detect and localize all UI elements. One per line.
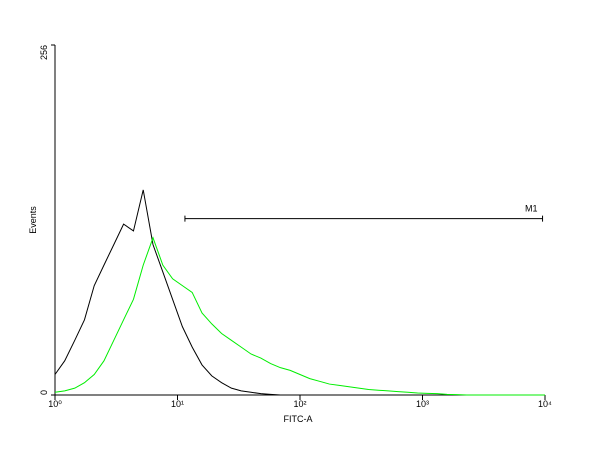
- x-tick-label: 10²: [293, 399, 306, 409]
- histogram-line: [54, 236, 545, 396]
- marker-label: M1: [525, 204, 538, 214]
- x-axis-label: FITC-A: [284, 414, 313, 424]
- histogram-line: [54, 189, 545, 396]
- y-tick-label: 0: [39, 390, 49, 395]
- x-tick-label: 10³: [416, 399, 429, 409]
- x-tick-label: 10¹: [171, 399, 184, 409]
- y-axis-label: Events: [28, 206, 38, 234]
- x-tick-label: 10⁴: [538, 399, 552, 409]
- x-tick-label: 10⁰: [48, 399, 62, 409]
- y-tick-label: 256: [39, 45, 49, 60]
